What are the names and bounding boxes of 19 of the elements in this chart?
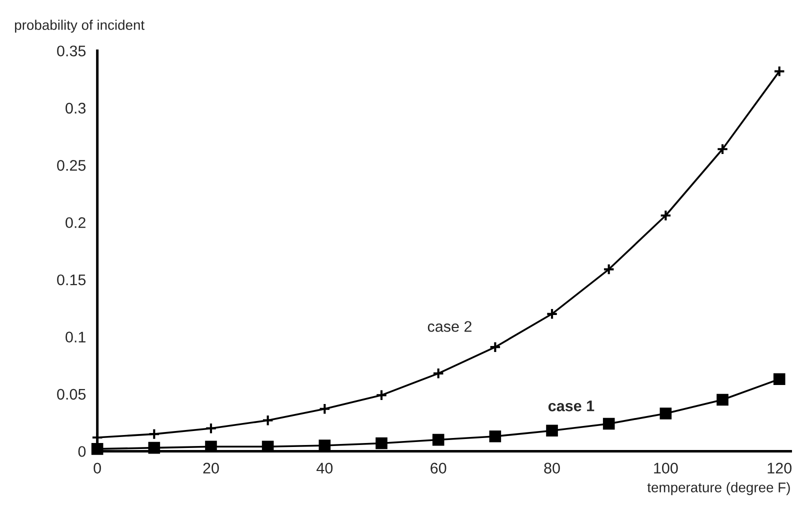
- x-tick-label: 80: [544, 462, 560, 474]
- x-tick-label: 60: [430, 462, 446, 474]
- y-tick-label: 0.35: [57, 46, 86, 56]
- y-tick-label: 0.15: [57, 274, 86, 286]
- x-tick-label: 0: [94, 462, 101, 474]
- x-tick-label: 40: [316, 462, 333, 474]
- x-tick-label: 100: [654, 462, 678, 474]
- series-label: case 1: [548, 400, 594, 412]
- y-tick-label: 0.3: [66, 102, 86, 114]
- x-tick-label: 120: [768, 462, 792, 474]
- y-tick-label: 0.05: [57, 388, 86, 400]
- y-tick-label: 0.1: [66, 332, 86, 342]
- x-tick-label: 20: [203, 462, 219, 474]
- x-axis-title: temperature (degree F): [647, 482, 790, 496]
- y-tick-label: 0.25: [57, 160, 86, 171]
- y-axis-title: probability of incident: [15, 20, 144, 33]
- y-tick-label: 0: [78, 446, 86, 457]
- y-tick-label: 0.2: [66, 217, 86, 228]
- series-label: case 2: [428, 321, 472, 332]
